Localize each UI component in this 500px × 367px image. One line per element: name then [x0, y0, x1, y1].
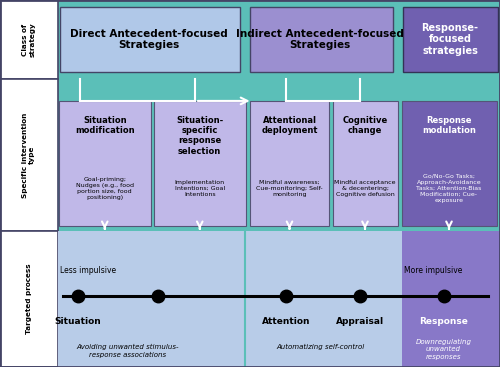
Bar	[0, 0, 58, 367]
Text: Attentional
deployment: Attentional deployment	[261, 116, 318, 135]
Text: Situation: Situation	[54, 317, 101, 326]
Text: More impulsive: More impulsive	[404, 266, 462, 275]
Bar	[60, 7, 240, 72]
Bar	[58, 79, 500, 231]
Text: Indirect Antecedent-focused
Strategies: Indirect Antecedent-focused Strategies	[236, 29, 404, 50]
Text: Goal-priming;
Nudges (e.g., food
portion size, food
positioning): Goal-priming; Nudges (e.g., food portion…	[76, 177, 134, 200]
Bar	[402, 231, 500, 367]
Bar	[245, 231, 402, 367]
Text: Attention: Attention	[262, 317, 310, 326]
Text: Appraisal: Appraisal	[336, 317, 384, 326]
Text: Mindful acceptance
& decentering;
Cognitive defusion: Mindful acceptance & decentering; Cognit…	[334, 180, 396, 197]
Text: Less impulsive: Less impulsive	[60, 266, 116, 275]
Bar	[59, 101, 150, 226]
Text: Go/No-Go Tasks;
Approach-Avoidance
Tasks; Attention-Bias
Modification; Cue-
expo: Go/No-Go Tasks; Approach-Avoidance Tasks…	[416, 174, 482, 203]
Text: Downregulating
unwanted
responses: Downregulating unwanted responses	[416, 339, 472, 360]
Bar	[250, 101, 329, 226]
Text: Mindful awareness;
Cue-monitoring; Self-
monitoring: Mindful awareness; Cue-monitoring; Self-…	[256, 180, 323, 197]
Text: Specific intervention
type: Specific intervention type	[22, 112, 35, 198]
Text: Situation-
specific
response
selection: Situation- specific response selection	[176, 116, 224, 156]
Bar	[250, 7, 392, 72]
Text: Direct Antecedent-focused
Strategies: Direct Antecedent-focused Strategies	[70, 29, 228, 50]
Text: Automatizing self-control: Automatizing self-control	[276, 344, 364, 350]
Bar	[402, 101, 496, 226]
Bar	[0, 231, 58, 367]
Text: Response: Response	[419, 317, 468, 326]
Bar	[58, 0, 500, 79]
Bar	[58, 231, 245, 367]
Text: Response
modulation: Response modulation	[422, 116, 476, 135]
Bar	[0, 79, 58, 231]
Text: Cognitive
change: Cognitive change	[342, 116, 388, 135]
Bar	[0, 0, 58, 79]
Text: Implementation
Intentions; Goal
Intentions: Implementation Intentions; Goal Intentio…	[174, 180, 225, 197]
Bar	[154, 101, 246, 226]
Text: Situation
modification: Situation modification	[75, 116, 134, 135]
Bar	[332, 101, 398, 226]
Bar	[402, 7, 498, 72]
Text: Response-
focused
strategies: Response- focused strategies	[422, 23, 478, 56]
Text: Targeted process: Targeted process	[26, 264, 32, 334]
Text: Class of
strategy: Class of strategy	[22, 22, 35, 57]
Text: Avoiding unwanted stimulus-
response associations: Avoiding unwanted stimulus- response ass…	[76, 344, 179, 358]
